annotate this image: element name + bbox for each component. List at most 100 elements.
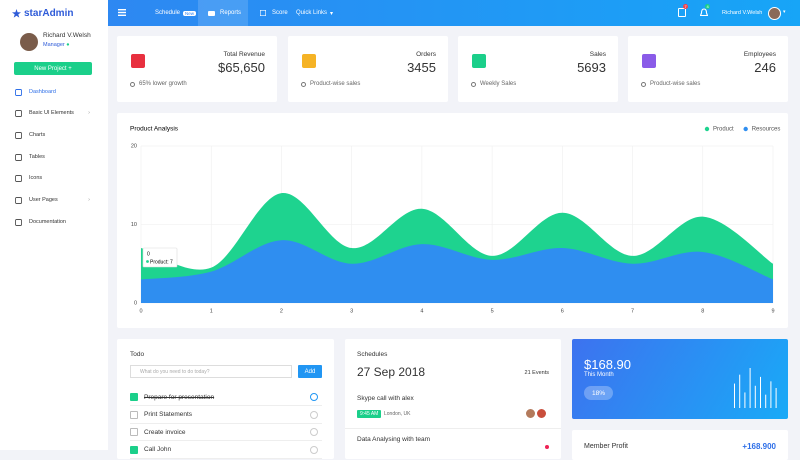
- stat-note-icon: [301, 82, 306, 87]
- card-title: Schedules: [357, 351, 388, 358]
- chart: Product Analysis 0 10 20 0 1 2 3 4 5 6 7 8 9 Product Re…: [130, 126, 781, 315]
- nav-item[interactable]: Dashboard: [0, 86, 108, 98]
- mail-icon[interactable]: [678, 8, 686, 17]
- event-location: London, UK: [384, 411, 411, 417]
- notification-badge: 4: [705, 4, 711, 9]
- stat-note: Product-wise sales: [650, 81, 701, 87]
- spark-bar: [744, 392, 746, 408]
- nav-icon: [15, 109, 22, 117]
- attendee-avatar: [536, 408, 547, 419]
- x-tick-label: 2: [280, 308, 283, 314]
- add-button[interactable]: Add: [298, 365, 322, 378]
- x-tick-label: 1: [210, 308, 213, 314]
- area: [141, 240, 773, 303]
- remove-icon[interactable]: [310, 410, 318, 419]
- todo-item: Create invoice: [130, 424, 322, 441]
- sidebar: Richard V.Welsh Manager ● New Project + …: [0, 26, 108, 450]
- stat-title: Sales: [589, 51, 606, 58]
- nav-icon: [15, 153, 22, 161]
- bell-icon[interactable]: [700, 8, 708, 18]
- spark-bar: [734, 383, 735, 408]
- x-tick-label: 5: [491, 308, 494, 314]
- nav-item[interactable]: Basic UI Elements ›: [0, 107, 108, 119]
- nav-label: Charts: [29, 132, 46, 138]
- stat-icon: [131, 54, 145, 68]
- legend-label: Product: [713, 127, 734, 133]
- header-user[interactable]: Richard V.Welsh: [722, 10, 763, 16]
- dropdown-caret[interactable]: ▾: [783, 9, 786, 15]
- x-tick-label: 9: [771, 308, 774, 314]
- stat-title: Employees: [743, 51, 776, 58]
- stat-card: Employees 246 Product-wise sales: [628, 36, 788, 102]
- x-tick-label: 0: [139, 308, 142, 314]
- legend-label: Resources: [752, 127, 781, 133]
- header-nav-item[interactable]: Schedule New: [155, 0, 197, 26]
- nav-item[interactable]: Documentation: [0, 216, 108, 228]
- stat-title: Total Revenue: [223, 51, 265, 58]
- menu-icon[interactable]: [118, 9, 126, 16]
- stat-card: Orders 3455 Product-wise sales: [288, 36, 448, 102]
- x-tick-label: 8: [701, 308, 704, 314]
- checkbox[interactable]: [130, 410, 138, 419]
- legend-marker: [743, 126, 748, 132]
- event-time: 9:45 AM: [357, 410, 382, 418]
- nav-item[interactable]: Charts: [0, 129, 108, 141]
- stat-note-icon: [130, 82, 135, 87]
- nav-item[interactable]: Tables: [0, 151, 108, 163]
- nav-item[interactable]: User Pages ›: [0, 194, 108, 206]
- nav-label: Documentation: [29, 219, 66, 225]
- header-nav-item[interactable]: Reports: [198, 0, 248, 26]
- remove-icon[interactable]: [310, 428, 318, 436]
- stat-note: Product-wise sales: [310, 81, 361, 87]
- todo-input[interactable]: What do you need to do today?: [130, 365, 292, 378]
- card-title: Member Profit: [584, 443, 628, 450]
- spark-bar: [739, 374, 741, 408]
- nav-label: Schedule: [155, 10, 181, 16]
- nav-icon: [15, 88, 22, 96]
- icon-shape: [15, 131, 22, 139]
- profit-change: 18%: [584, 386, 613, 400]
- spark-bar: [765, 394, 767, 408]
- todo-text: Create invoice: [144, 428, 186, 436]
- tooltip-title: 0: [147, 251, 150, 257]
- checkbox[interactable]: [130, 428, 138, 436]
- sparkline: [734, 368, 777, 408]
- member-profit-card: Member Profit +168.900: [572, 430, 788, 460]
- nav-item[interactable]: Icons: [0, 172, 108, 184]
- stat-value: 246: [754, 60, 776, 75]
- nav-label: Quick Links: [296, 10, 328, 16]
- nav-label: Dashboard: [29, 89, 56, 95]
- member-profit-value: +168.900: [742, 442, 776, 451]
- header-nav-item[interactable]: Quick Links ▾: [296, 10, 334, 17]
- checkbox[interactable]: [130, 393, 138, 401]
- header-nav-item[interactable]: Score: [260, 0, 288, 26]
- stat-note: 65% lower growth: [139, 81, 187, 87]
- nav-label: Reports: [220, 10, 242, 16]
- profit-card: $168.90 This Month 18%: [572, 339, 788, 419]
- nav-arrow: ›: [88, 110, 90, 116]
- tooltip-box: [142, 247, 178, 268]
- nav-icon: [15, 174, 22, 182]
- profile-name: Richard V.Welsh: [43, 32, 91, 39]
- attendee-avatar: [525, 408, 536, 419]
- remove-icon[interactable]: [310, 393, 318, 401]
- avatar[interactable]: [768, 7, 781, 20]
- todo-item: Prepare for presentation: [130, 389, 322, 406]
- nav-icon: [15, 218, 22, 226]
- logo[interactable]: starAdmin: [0, 0, 108, 26]
- new-project-button[interactable]: New Project +: [14, 62, 92, 75]
- stat-value: 3455: [407, 60, 436, 75]
- icon-shape: [15, 218, 22, 226]
- x-tick-label: 3: [350, 308, 353, 314]
- role-text: Manager: [43, 42, 65, 48]
- y-tick-label: 10: [131, 222, 137, 228]
- icon-shape: [15, 174, 22, 182]
- profit-period: This Month: [584, 372, 614, 378]
- spark-bar: [749, 368, 751, 408]
- top-bar: [0, 0, 800, 26]
- icon-shape: [15, 88, 22, 96]
- logo-text: starAdmin: [24, 7, 74, 19]
- spark-bar: [754, 385, 756, 408]
- todo-text: Print Statements: [144, 411, 193, 418]
- nav-icon: [15, 196, 22, 204]
